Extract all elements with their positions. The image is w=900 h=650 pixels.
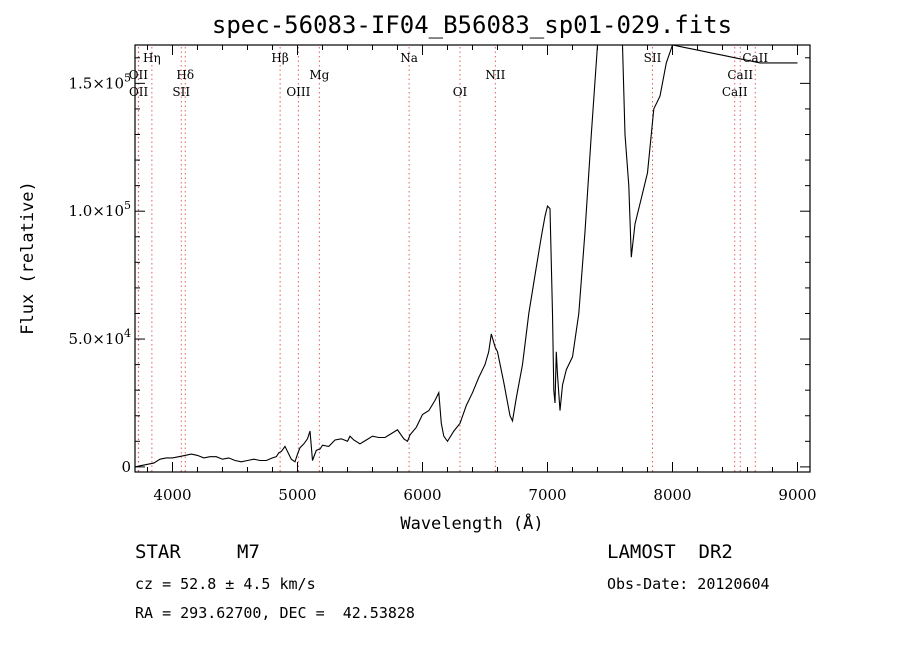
coordinates: RA = 293.62700, DEC = 42.53828 [135, 604, 415, 622]
line-marker-label: OIII [286, 85, 310, 99]
line-marker-label: CaII [727, 68, 753, 82]
x-tick-label: 4000 [153, 486, 191, 504]
spectrum-line [134, 44, 798, 468]
line-marker-label: Mg [309, 68, 329, 82]
y-tick-label: 1.0×105 [68, 199, 131, 220]
x-tick-label: 7000 [528, 486, 566, 504]
survey-name: LAMOST DR2 [607, 541, 733, 563]
x-tick-label: 9000 [778, 486, 816, 504]
x-tick-label: 8000 [653, 486, 691, 504]
chart-title: spec-56083-IF04_B56083_sp01-029.fits [212, 11, 732, 39]
redshift-velocity: cz = 52.8 ± 4.5 km/s [135, 575, 316, 593]
y-axis-ticks: 0 5.0×104 1.0×105 1.5×105 [68, 57, 810, 476]
plot-frame [134, 44, 811, 473]
x-axis-label: Wavelength (Å) [400, 512, 543, 534]
x-axis-ticks: 4000 5000 6000 7000 8000 9000 [147, 45, 817, 504]
line-marker-label: OII [129, 85, 149, 99]
line-marker-label: SII [172, 85, 190, 99]
x-tick-label: 5000 [278, 486, 316, 504]
line-marker-label: CaII [722, 85, 748, 99]
y-tick-label: 0 [121, 458, 131, 476]
line-marker-label: SII [644, 51, 662, 65]
line-marker-label: Hη [143, 51, 161, 65]
object-subclass: M7 [237, 541, 260, 563]
y-axis-label: Flux (relative) [18, 181, 38, 335]
line-marker-label: OI [453, 85, 468, 99]
line-marker-label: Hδ [176, 68, 194, 82]
object-class: STAR [135, 541, 181, 563]
x-tick-label: 6000 [403, 486, 441, 504]
line-marker-label: CaII [742, 51, 768, 65]
line-marker-label: Hβ [271, 51, 288, 65]
y-tick-label: 5.0×104 [68, 327, 131, 348]
y-tick-label: 1.5×105 [68, 71, 131, 92]
line-marker-label: NII [485, 68, 505, 82]
line-marker-label: Na [400, 51, 418, 65]
observation-date: Obs-Date: 20120604 [607, 575, 770, 593]
